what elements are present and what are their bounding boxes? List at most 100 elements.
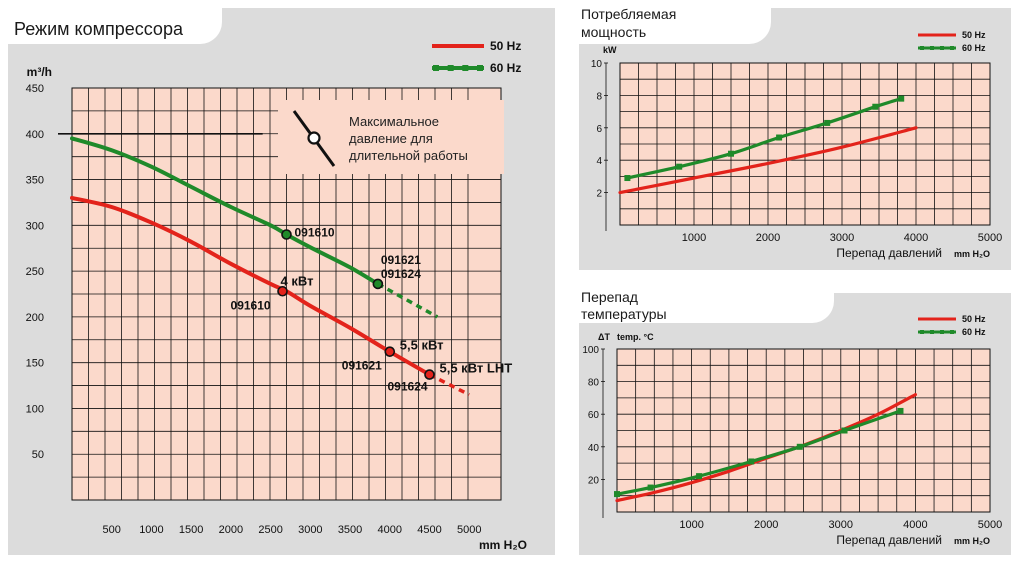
temp-y-tick-label: 20 — [588, 475, 600, 486]
power-series-60hz-marker — [898, 95, 905, 102]
power-title-tab — [579, 8, 771, 44]
main-title-tab — [8, 8, 222, 44]
temp-plot-frame — [616, 348, 991, 513]
power-series-60hz-marker — [624, 175, 631, 182]
power-series-50hz-line — [618, 126, 918, 195]
power-legend-50hz-label: 50 Hz — [962, 30, 986, 40]
main-legend-50hz-label: 50 Hz — [490, 39, 521, 53]
temp-y-tick-label: 80 — [588, 378, 600, 389]
temp-y-tick-label: 40 — [588, 443, 600, 454]
main-x-tick-label: 3000 — [298, 524, 322, 536]
temp-title-line1: Перепад — [581, 289, 638, 305]
power-x-tick-label: 4000 — [904, 232, 928, 244]
power-y-tick-label: 6 — [596, 124, 602, 135]
main-legend-60hz-marker — [447, 65, 454, 71]
power-y-axis-label: kW — [603, 45, 617, 55]
power-y-tick-label: 2 — [596, 189, 602, 200]
temp-legend-60hz-marker — [920, 330, 924, 334]
power-legend-60hz-marker — [930, 46, 934, 50]
main-x-tick-label: 2000 — [219, 524, 243, 536]
main-point-code: 091624 — [381, 267, 421, 281]
main-y-tick-label: 300 — [26, 220, 44, 232]
main-data-point — [281, 229, 292, 240]
temp-x-axis-label: Перепад давлений — [836, 533, 942, 547]
main-legend-60hz-label: 60 Hz — [490, 61, 521, 75]
main-legend-60hz-marker — [433, 65, 439, 71]
main-series-50hz-line — [70, 195, 432, 377]
main-x-axis-label: mm H₂O — [479, 538, 527, 552]
temp-y-tick-label: 60 — [588, 410, 600, 421]
temp-x-tick-label: 4000 — [903, 519, 927, 531]
main-point-code: 091610 — [231, 298, 271, 312]
max-pressure-symbol-dot — [307, 131, 321, 145]
power-title-line2: мощность — [581, 24, 647, 40]
main-y-tick-label: 200 — [26, 312, 44, 324]
main-x-tick-label: 1500 — [179, 524, 203, 536]
main-y-tick-label: 450 — [26, 83, 44, 95]
power-title-line1: Потребляемая — [581, 6, 677, 22]
temp-series-60hz-marker — [897, 407, 904, 414]
power-y-tick-label: 4 — [596, 156, 602, 167]
main-x-tick-label: 4500 — [417, 524, 441, 536]
main-point-label: 4 кВт — [281, 273, 314, 288]
power-x-tick-label: 3000 — [830, 232, 854, 244]
main-data-point — [384, 346, 396, 357]
power-x-tick-label: 2000 — [756, 232, 780, 244]
main-data-point — [277, 285, 288, 297]
temp-x-tick-label: 1000 — [679, 519, 703, 531]
temp-legend-60hz-marker — [930, 330, 934, 334]
temp-series-60hz-marker — [696, 473, 703, 480]
temp-title-line2: температуры — [581, 306, 667, 322]
main-x-tick-label: 4000 — [378, 524, 402, 536]
temp-legend-60hz-marker — [940, 330, 944, 334]
main-legend-60hz-marker — [477, 65, 483, 71]
main-y-tick-label: 100 — [26, 403, 44, 415]
main-series-50hz-dashed-extension — [428, 373, 470, 397]
power-series-60hz-marker — [824, 119, 831, 126]
main-legend-60hz-marker — [462, 65, 469, 71]
main-data-point — [424, 369, 435, 380]
temp-x-tick-label: 2000 — [754, 519, 778, 531]
power-legend-60hz-marker — [940, 46, 944, 50]
temp-y-tick-label: 100 — [582, 345, 599, 356]
power-series-60hz-marker — [728, 150, 734, 157]
main-point-code: 091621 — [381, 253, 421, 267]
main-y-tick-label: 350 — [26, 175, 44, 187]
temp-series-60hz-marker — [796, 443, 803, 450]
main-plot-frame — [71, 87, 502, 501]
main-series-60hz-dashed-extension — [377, 282, 439, 319]
temp-series-60hz-marker — [614, 491, 620, 498]
temp-title-tab — [579, 293, 834, 323]
main-point-label: 5,5 кВт LHT — [440, 361, 513, 376]
main-data-point — [372, 278, 384, 290]
power-y-tick-label: 10 — [591, 59, 603, 70]
main-point-code: 091624 — [388, 380, 428, 394]
power-x-axis-label: Перепад давлений — [836, 246, 942, 260]
main-point-code: 091621 — [342, 359, 382, 373]
temp-x-tick-label: 5000 — [978, 519, 1002, 531]
power-legend-60hz-marker — [950, 46, 954, 50]
note-text-line: давление для — [349, 131, 433, 146]
note-text-line: Максимальное — [349, 114, 439, 129]
main-x-tick-label: 3500 — [338, 524, 362, 536]
power-x-tick-label: 1000 — [682, 232, 706, 244]
main-y-tick-label: 50 — [32, 449, 44, 461]
power-legend-60hz-marker — [920, 46, 924, 50]
main-x-tick-label: 500 — [103, 524, 121, 536]
power-series-60hz-marker — [872, 103, 879, 110]
power-x-tick-label: 5000 — [978, 232, 1002, 244]
temp-x-unit-label: mm H₂O — [954, 536, 990, 546]
main-x-tick-label: 5000 — [457, 524, 481, 536]
note-text-line: длительной работы — [349, 148, 468, 163]
temp-legend-50hz-label: 50 Hz — [962, 314, 986, 324]
power-x-unit-label: mm H₂O — [954, 249, 990, 259]
main-y-axis-label: m³/h — [27, 65, 52, 79]
temp-series-60hz-marker — [647, 484, 654, 491]
temp-series-60hz-marker — [841, 427, 848, 434]
temp-x-tick-label: 3000 — [829, 519, 853, 531]
power-legend-60hz-label: 60 Hz — [962, 43, 986, 53]
temp-legend-60hz-label: 60 Hz — [962, 327, 986, 337]
main-series-60hz-line — [70, 136, 380, 286]
main-x-tick-label: 1000 — [139, 524, 163, 536]
